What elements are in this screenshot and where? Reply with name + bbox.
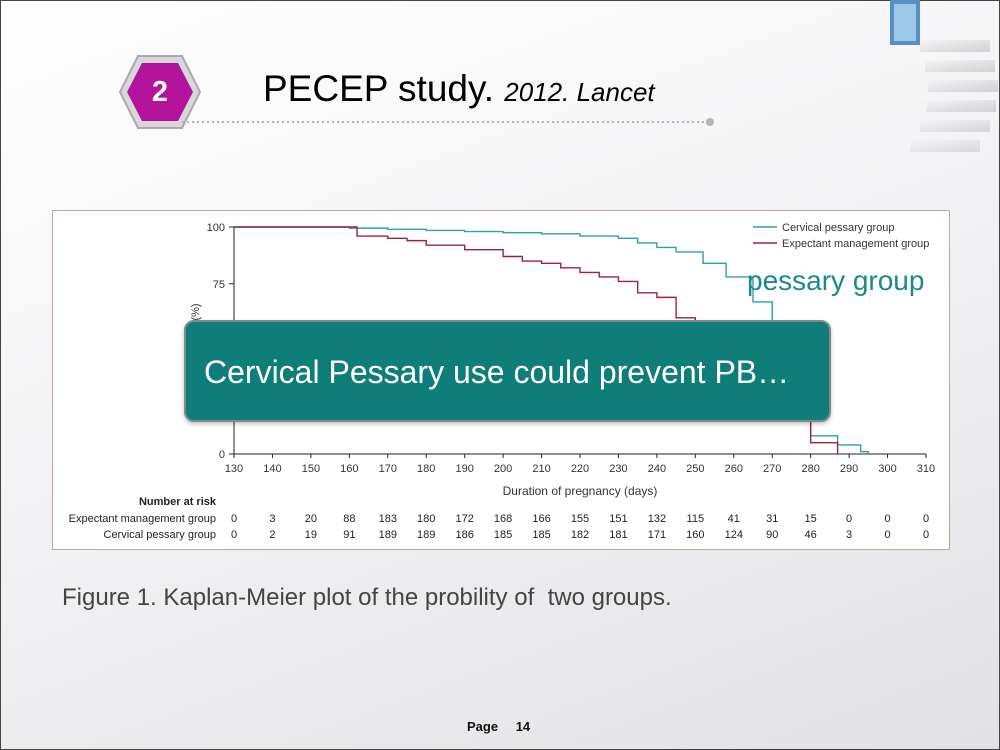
risk-row-label: Expectant management group xyxy=(69,513,216,525)
title-main: PECEP study. xyxy=(263,68,495,109)
risk-cell: 181 xyxy=(609,529,627,541)
risk-cell: 0 xyxy=(923,513,929,525)
badge-number: 2 xyxy=(151,76,169,108)
x-tick-label: 160 xyxy=(340,463,358,475)
risk-cell: 3 xyxy=(846,529,852,541)
title-sub: 2012. Lancet xyxy=(504,77,655,107)
risk-cell: 171 xyxy=(648,529,666,541)
legend-label-pessary: Cervical pessary group xyxy=(782,222,895,234)
km-chart: 130 140 150 160 170 180 190 200 210 220 230 240 250 2… xyxy=(69,222,936,541)
x-tick-label: 270 xyxy=(763,463,781,475)
x-tick-label: 170 xyxy=(379,463,397,475)
risk-cell: 186 xyxy=(455,529,473,541)
y-tick-label: 100 xyxy=(207,222,225,234)
risk-cell: 160 xyxy=(686,529,704,541)
x-tick-label: 290 xyxy=(840,463,858,475)
figure-caption: Figure 1. Kaplan-Meier plot of the probi… xyxy=(62,584,672,611)
x-tick-label: 310 xyxy=(917,463,935,475)
risk-cell: 0 xyxy=(884,513,890,525)
y-tick-label: 0 xyxy=(219,449,225,461)
risk-cell: 0 xyxy=(231,513,237,525)
risk-cell: 0 xyxy=(846,513,852,525)
x-tick-label: 190 xyxy=(455,463,473,475)
x-tick-label: 140 xyxy=(263,463,281,475)
risk-cell: 88 xyxy=(343,513,355,525)
risk-cell: 183 xyxy=(379,513,397,525)
footer-label: Page xyxy=(467,719,499,734)
risk-cell: 155 xyxy=(571,513,589,525)
y-axis-label: (%) xyxy=(190,303,202,320)
risk-cell: 189 xyxy=(379,529,397,541)
title-dotted-rule xyxy=(182,118,714,126)
risk-cell: 19 xyxy=(305,529,317,541)
pessary-group-label: pessary group xyxy=(747,265,925,296)
legend: Cervical pessary group Expectant managem… xyxy=(753,222,929,250)
risk-row-label: Cervical pessary group xyxy=(104,529,217,541)
x-tick-label: 130 xyxy=(225,463,243,475)
slide-number-badge xyxy=(118,55,202,129)
staircase-graphic xyxy=(890,0,998,152)
x-tick-label: 260 xyxy=(725,463,743,475)
page-footer: Page 14 xyxy=(467,719,530,734)
legend-label-expectant: Expectant management group xyxy=(782,238,929,250)
x-tick-label: 210 xyxy=(532,463,550,475)
risk-cell: 31 xyxy=(766,513,778,525)
risk-cell: 168 xyxy=(494,513,512,525)
x-tick-label: 300 xyxy=(878,463,896,475)
x-tick-label: 240 xyxy=(648,463,666,475)
x-axis-label: Duration of pregnancy (days) xyxy=(503,484,658,498)
risk-cell: 2 xyxy=(269,529,275,541)
x-tick-label: 200 xyxy=(494,463,512,475)
x-tick-label: 180 xyxy=(417,463,435,475)
slide-title: PECEP study. 2012. Lancet xyxy=(263,68,655,110)
risk-cell: 189 xyxy=(417,529,435,541)
x-tick-label: 230 xyxy=(609,463,627,475)
risk-cell: 0 xyxy=(884,529,890,541)
risk-cell: 180 xyxy=(417,513,435,525)
risk-cell: 41 xyxy=(728,513,740,525)
risk-cell: 151 xyxy=(609,513,627,525)
risk-cell: 91 xyxy=(343,529,355,541)
risk-cell: 46 xyxy=(805,529,817,541)
risk-table-title: Number at risk xyxy=(139,496,217,508)
callout-box: Cervical Pessary use could prevent PB… xyxy=(184,320,831,422)
risk-cell: 0 xyxy=(923,529,929,541)
risk-cell: 172 xyxy=(455,513,473,525)
page-number: 14 xyxy=(515,719,531,734)
risk-cell: 182 xyxy=(571,529,589,541)
risk-cell: 90 xyxy=(766,529,778,541)
risk-cell: 3 xyxy=(269,513,275,525)
x-tick-label: 220 xyxy=(571,463,589,475)
y-tick-label: 75 xyxy=(213,279,225,291)
risk-cell: 124 xyxy=(725,529,743,541)
x-tick-label: 250 xyxy=(686,463,704,475)
x-tick-label: 280 xyxy=(801,463,819,475)
risk-cell: 185 xyxy=(494,529,512,541)
risk-cell: 132 xyxy=(648,513,666,525)
callout-text: Cervical Pessary use could prevent PB… xyxy=(204,354,790,390)
risk-cell: 185 xyxy=(532,529,550,541)
risk-cell: 20 xyxy=(305,513,317,525)
risk-cell: 115 xyxy=(687,513,705,525)
risk-cell: 166 xyxy=(532,513,550,525)
x-tick-label: 150 xyxy=(302,463,320,475)
risk-cell: 15 xyxy=(805,513,817,525)
risk-cell: 0 xyxy=(231,529,237,541)
